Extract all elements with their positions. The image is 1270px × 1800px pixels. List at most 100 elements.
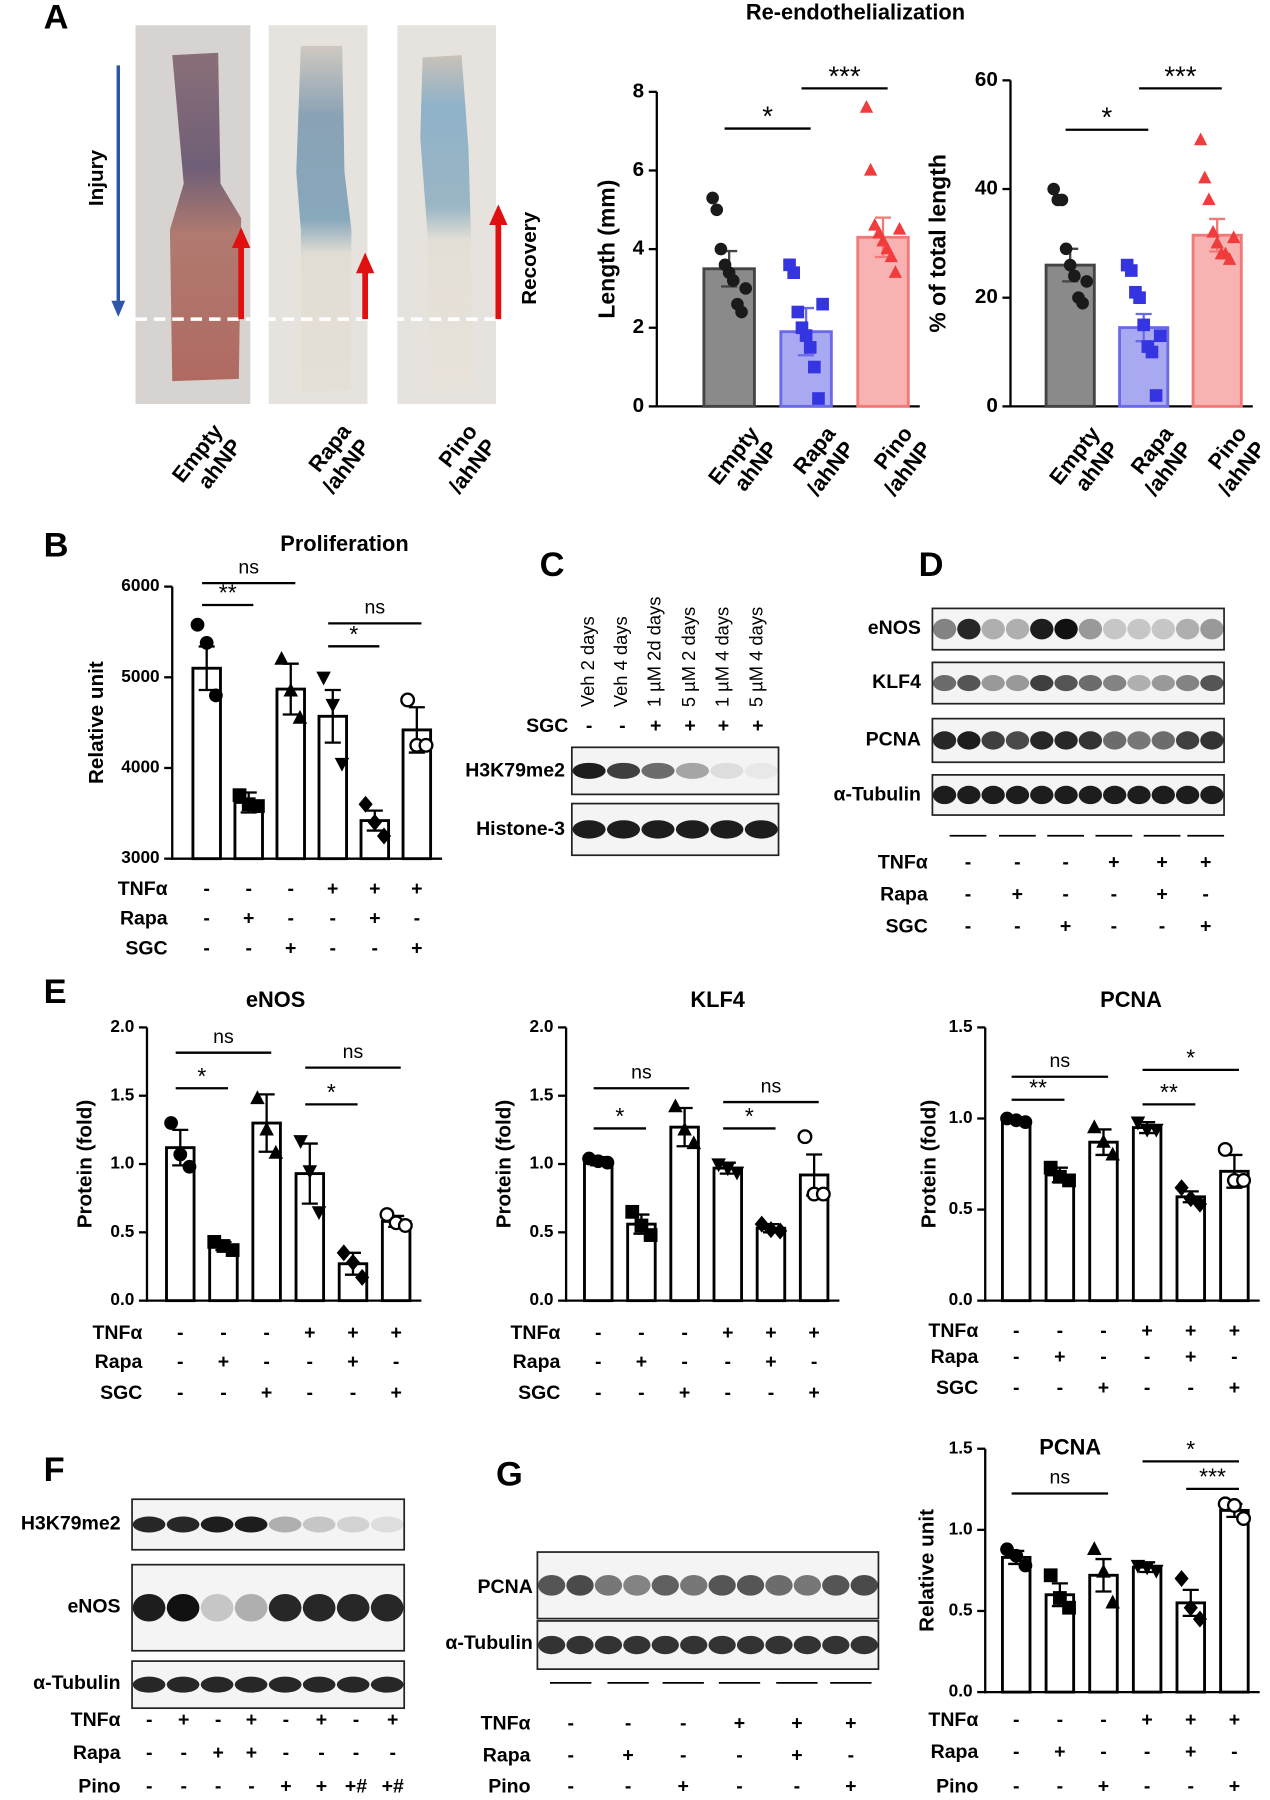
data-point bbox=[1047, 182, 1060, 196]
blot-band bbox=[850, 1635, 878, 1655]
condition-value: - bbox=[248, 1776, 255, 1798]
condition-value: + bbox=[218, 1351, 229, 1373]
significance-label: ns bbox=[343, 1041, 364, 1063]
condition-value: - bbox=[177, 1382, 184, 1404]
condition-value: - bbox=[1100, 1346, 1107, 1368]
blot-band bbox=[1078, 785, 1103, 805]
data-point bbox=[1087, 1119, 1102, 1134]
significance-label: ns bbox=[761, 1075, 782, 1097]
data-point bbox=[726, 274, 740, 287]
condition-label: TNFα bbox=[481, 1712, 531, 1734]
blot-band bbox=[1030, 785, 1054, 805]
data-point bbox=[773, 1222, 788, 1240]
condition-value: - bbox=[215, 1709, 222, 1731]
blot-band bbox=[1151, 675, 1175, 692]
condition-value: + bbox=[178, 1709, 189, 1731]
data-point bbox=[1206, 224, 1220, 238]
y-tick-label: 6000 bbox=[121, 575, 159, 595]
data-point bbox=[876, 233, 890, 247]
condition-value: + bbox=[285, 938, 296, 960]
data-point bbox=[367, 813, 382, 831]
condition-value: +# bbox=[382, 1776, 404, 1798]
condition-value: - bbox=[1057, 1320, 1064, 1342]
condition-value: + bbox=[411, 878, 422, 900]
blot-band bbox=[850, 1575, 878, 1596]
recovery-arrowhead bbox=[355, 252, 375, 274]
blot-band bbox=[981, 675, 1005, 692]
condition-value: + bbox=[1141, 1320, 1152, 1342]
condition-value: - bbox=[725, 1351, 732, 1373]
data-point bbox=[1124, 264, 1138, 277]
data-point bbox=[1153, 329, 1167, 343]
condition-value: + bbox=[1141, 1709, 1152, 1731]
data-point bbox=[1217, 1141, 1233, 1157]
condition-value: - bbox=[307, 1382, 314, 1404]
condition-label: SGC bbox=[936, 1377, 978, 1399]
blot-band bbox=[1030, 731, 1054, 750]
data-point bbox=[729, 1166, 745, 1181]
y-tick-label: 0 bbox=[633, 394, 645, 417]
blot-band bbox=[166, 1676, 200, 1693]
data-point bbox=[376, 827, 392, 845]
significance-label: * bbox=[745, 1103, 754, 1129]
blot-band bbox=[981, 618, 1005, 640]
condition-value: - bbox=[736, 1776, 743, 1798]
blot-band bbox=[1054, 618, 1078, 640]
condition-value: - bbox=[414, 908, 421, 930]
y-tick-label: 4 bbox=[633, 237, 645, 260]
bar bbox=[1044, 1173, 1076, 1303]
data-point bbox=[884, 249, 898, 263]
blot-label: eNOS bbox=[67, 1595, 120, 1617]
y-axis-label: Protein (fold) bbox=[493, 1100, 516, 1228]
y-axis-label: Protein (fold) bbox=[74, 1100, 97, 1228]
condition-value: + bbox=[411, 938, 422, 960]
blot-band bbox=[957, 675, 981, 692]
condition-value: - bbox=[768, 1382, 775, 1404]
blot-label: H3K79me2 bbox=[21, 1513, 121, 1535]
condition-value: - bbox=[619, 715, 626, 737]
condition-value: - bbox=[567, 1745, 574, 1767]
lane-label: Veh 2 days bbox=[577, 616, 598, 707]
data-point bbox=[1202, 192, 1216, 206]
blot-frame bbox=[536, 1551, 880, 1620]
blot-band bbox=[1005, 785, 1030, 805]
significance-label: ** bbox=[1160, 1079, 1178, 1105]
data-point bbox=[872, 225, 886, 239]
blot-band bbox=[234, 1516, 268, 1533]
condition-value: - bbox=[287, 878, 294, 900]
data-point bbox=[1183, 1190, 1198, 1208]
condition-value: - bbox=[1013, 1320, 1020, 1342]
blot-band bbox=[302, 1516, 336, 1533]
condition-value: - bbox=[350, 1382, 357, 1404]
blot-band bbox=[1200, 785, 1224, 805]
condition-value: - bbox=[965, 916, 972, 938]
condition-label: TNFα bbox=[71, 1709, 121, 1731]
injury-label: Injury bbox=[85, 149, 108, 206]
blot-band bbox=[641, 820, 675, 839]
blot-band bbox=[1054, 785, 1078, 805]
data-point bbox=[1062, 1600, 1076, 1615]
significance-label: ns bbox=[631, 1062, 652, 1084]
condition-value: - bbox=[1057, 1776, 1064, 1798]
condition-value: - bbox=[203, 878, 210, 900]
data-point bbox=[863, 162, 878, 176]
condition-label: TNFα bbox=[878, 851, 928, 873]
bar bbox=[1191, 233, 1243, 408]
condition-value: + bbox=[1098, 1776, 1109, 1798]
blot-band bbox=[606, 762, 641, 779]
condition-value: + bbox=[1200, 851, 1211, 873]
condition-value: + bbox=[1229, 1776, 1240, 1798]
data-point bbox=[711, 1158, 726, 1173]
blot-band bbox=[268, 1593, 302, 1622]
condition-label: Rapa bbox=[931, 1741, 979, 1763]
data-point bbox=[1133, 291, 1146, 305]
blot-label: PCNA bbox=[866, 729, 921, 751]
condition-label: TNFα bbox=[510, 1322, 560, 1344]
condition-value: - bbox=[1013, 1741, 1020, 1763]
condition-value: - bbox=[203, 938, 210, 960]
data-point bbox=[1076, 296, 1089, 310]
data-point bbox=[1055, 193, 1069, 207]
blot-band bbox=[166, 1593, 200, 1622]
panel-label: B bbox=[44, 527, 69, 565]
condition-value: - bbox=[245, 878, 252, 900]
